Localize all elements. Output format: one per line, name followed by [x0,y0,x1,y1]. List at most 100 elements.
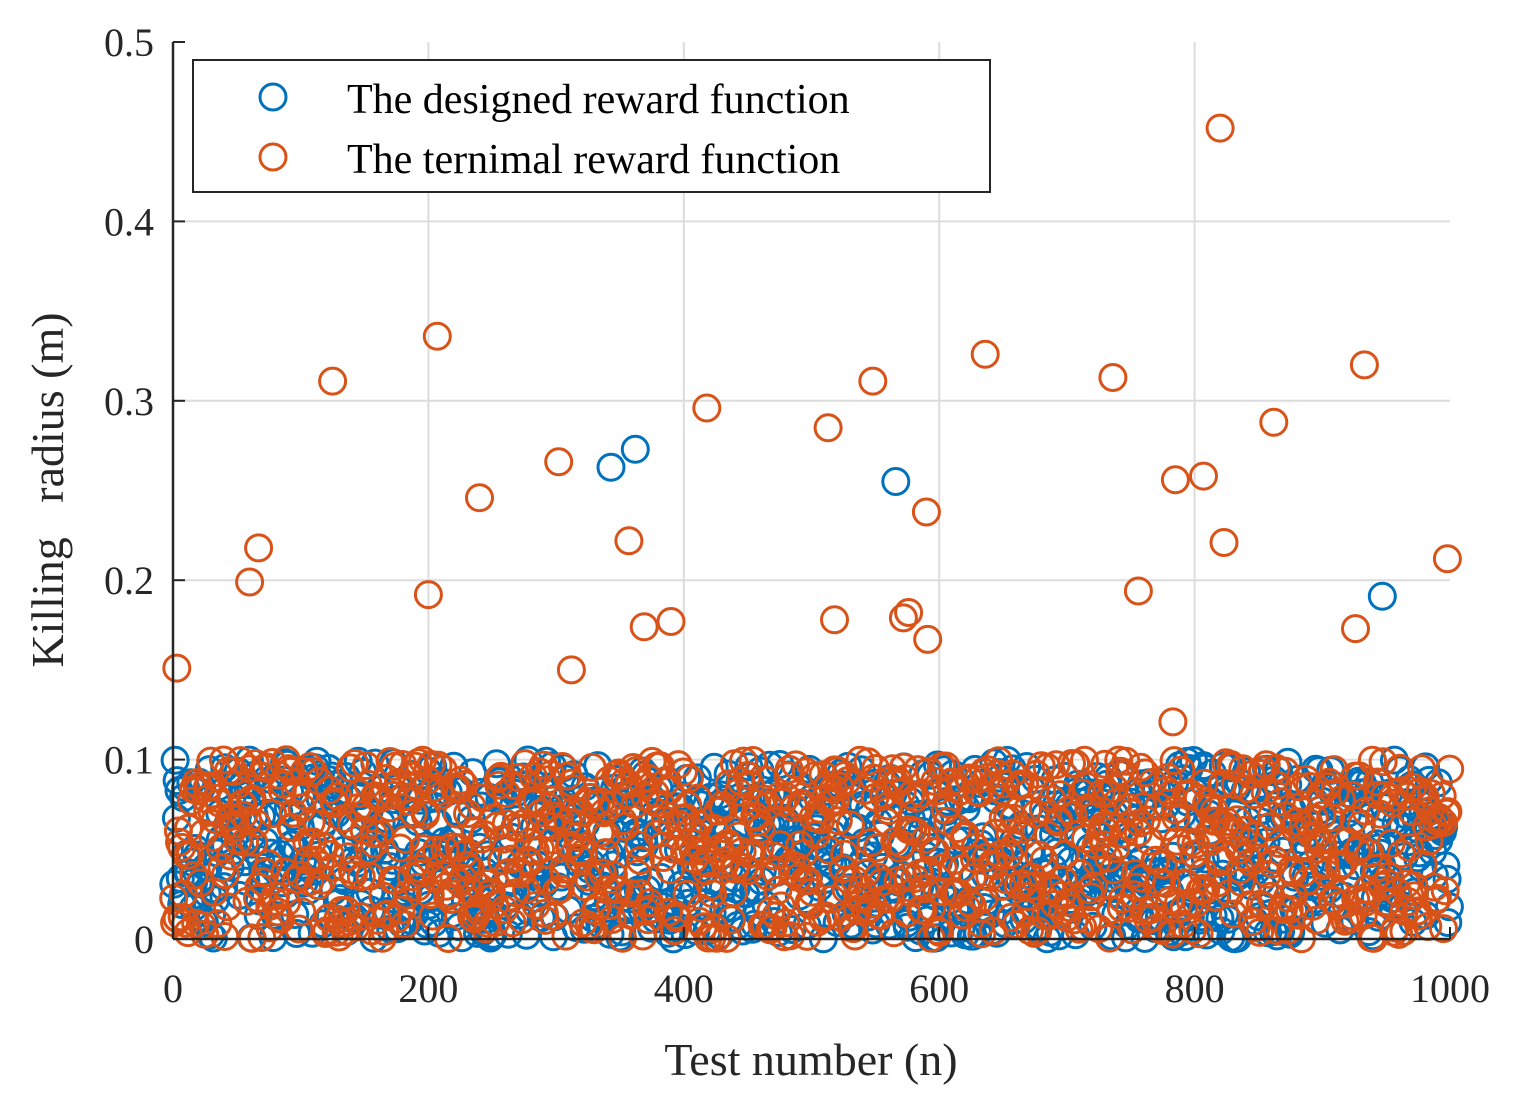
point-terminal [921,837,951,867]
point-terminal [592,875,622,905]
point-terminal [896,780,926,810]
point-terminal [811,901,841,931]
point-terminal [976,773,1006,803]
point-designed [1158,841,1188,871]
point-designed [699,752,729,782]
point-terminal [817,788,847,818]
point-terminal [553,761,582,791]
point-terminal [613,780,643,810]
point-terminal [1152,775,1182,805]
point-terminal [333,842,363,872]
outlier-terminal [162,653,192,683]
point-terminal [823,806,853,836]
outlier-terminal [235,567,265,597]
point-designed [482,749,511,779]
outlier-terminal [465,483,494,513]
point-terminal [221,809,251,839]
point-terminal [210,860,240,890]
legend: The designed reward function The ternima… [192,59,991,193]
point-terminal [745,833,775,862]
point-terminal [1433,797,1463,827]
point-terminal [922,916,952,945]
point-terminal [549,859,579,888]
outlier-designed [596,452,626,482]
point-terminal [586,787,616,817]
legend-label-designed: The designed reward function [347,77,850,123]
point-terminal [1368,747,1398,777]
point-terminal [449,839,479,869]
point-terminal [335,753,365,783]
point-terminal [351,751,381,781]
point-terminal [242,809,272,839]
point-terminal [421,835,451,865]
outlier-terminal [1158,707,1188,737]
legend-label-terminal: The ternimal reward function [347,137,840,183]
outlier-terminal [629,612,659,642]
point-terminal [1218,751,1248,781]
point-terminal [239,827,269,857]
outlier-terminal [913,624,943,654]
point-terminal [1067,778,1097,808]
point-terminal [1399,881,1429,911]
outlier-terminal [318,366,348,396]
point-terminal [1350,887,1380,917]
point-terminal [901,817,931,847]
outlier-terminal [692,393,722,423]
point-terminal [766,891,796,921]
point-terminal [386,895,416,925]
point-terminal [814,835,844,865]
point-terminal [351,791,381,821]
point-terminal [305,850,335,880]
outlier-terminal [1098,363,1128,392]
point-terminal [304,766,334,796]
point-terminal [392,880,422,910]
point-terminal [1310,848,1340,878]
point-terminal [668,757,698,787]
point-terminal [287,897,317,927]
point-terminal [733,856,763,886]
point-terminal [1404,901,1433,931]
outlier-terminal [544,447,574,477]
point-terminal [1407,754,1437,784]
point-terminal [589,798,619,828]
point-terminal [196,746,226,776]
point-terminal [873,796,903,826]
point-terminal [503,763,533,792]
point-designed [646,862,676,892]
point-terminal [875,884,905,914]
point-terminal [808,903,838,933]
point-terminal [1041,750,1071,780]
point-terminal [650,805,680,835]
outlier-terminal [1189,461,1218,491]
outlier-terminal [820,605,849,635]
point-terminal [1018,871,1048,901]
point-terminal [714,769,744,799]
point-terminal [1294,808,1324,837]
point-terminal [442,799,472,829]
y-tick-label: 0.2 [104,558,154,603]
point-terminal [1000,831,1030,861]
point-terminal [1128,792,1158,822]
point-terminal [315,839,345,869]
point-terminal [1429,914,1458,944]
point-terminal [1141,845,1171,875]
point-terminal [247,923,277,952]
point-terminal [528,750,558,780]
outlier-terminal [894,598,924,627]
outlier-terminal [1432,544,1462,574]
point-terminal [391,825,420,854]
point-terminal [317,853,347,883]
point-terminal [200,805,230,835]
point-terminal [1148,850,1178,880]
point-terminal [1098,855,1128,885]
point-terminal [1228,754,1258,784]
x-tick-label: 0 [163,966,183,1011]
axes [171,41,1451,941]
point-terminal [415,880,445,910]
point-terminal [385,833,415,863]
point-terminal [1192,788,1222,818]
point-terminal [175,840,205,870]
outlier-terminal [1123,576,1153,606]
legend-box [192,59,991,193]
outlier-terminal [1259,407,1289,437]
